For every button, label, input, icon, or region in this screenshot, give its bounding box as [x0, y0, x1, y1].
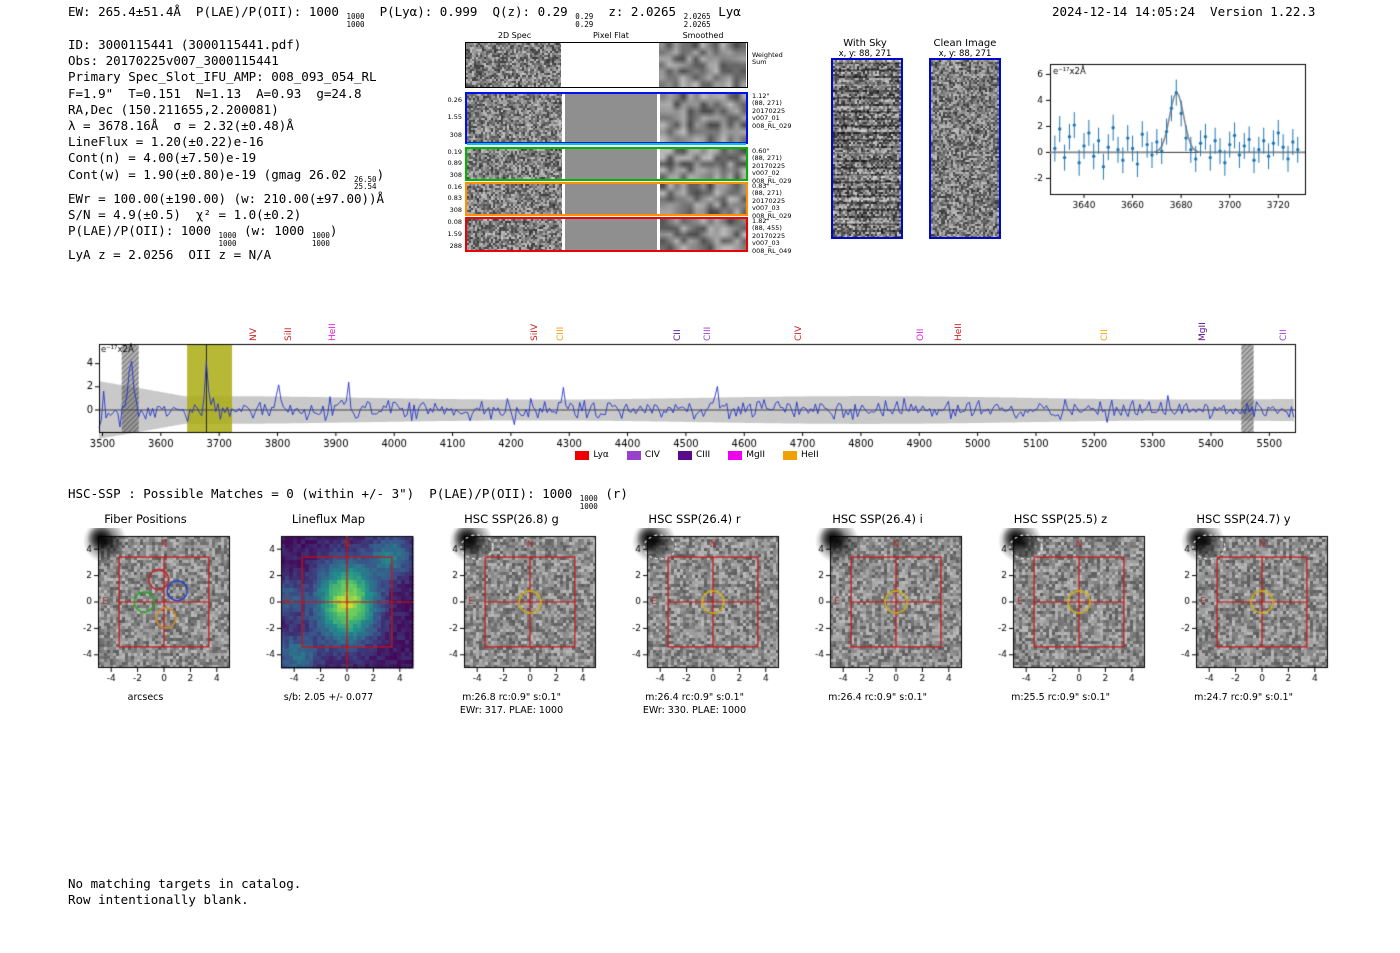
spec2d-cyan-marker	[467, 143, 746, 145]
panel-title-2: HSC SSP(26.8) g	[464, 512, 559, 526]
panel-canvas-3	[603, 528, 786, 690]
info-line-0: ID: 3000115441 (3000115441.pdf)	[68, 37, 302, 52]
legend-label: Lyα	[593, 450, 609, 460]
withsky-subtitle: x, y: 88, 271	[838, 49, 892, 59]
stacked-fraction: 1000 1000	[346, 12, 365, 29]
panel-canvas-6	[1152, 528, 1335, 690]
legend-swatch	[575, 450, 590, 460]
header-summary: EW: 265.4±51.4Å P(LAE)/P(OII): 1000 1000…	[68, 4, 741, 29]
panel-title-0: Fiber Positions	[104, 512, 187, 526]
spec2d-row-3-left-labels: 0.16 0.83 308	[447, 183, 462, 214]
legend-swatch	[782, 450, 797, 460]
stacked-fraction: 26.50 25.54	[353, 174, 377, 192]
stacked-fraction: 1000 1000	[579, 494, 598, 511]
panel-canvas-0	[54, 528, 237, 690]
legend-swatch	[626, 450, 641, 460]
withsky-image	[831, 58, 903, 239]
clean-subtitle: x, y: 88, 271	[938, 49, 992, 59]
panel-xlabel-0: arcsecs	[127, 692, 164, 703]
info-line-10: S/N = 4.9(±0.5) χ² = 1.0(±0.2)	[68, 206, 302, 222]
spec2d-row-1-left-labels: 0.26 1.55 308	[447, 96, 462, 139]
panel-caption-5-0: m:25.5 rc:0.9" s:0.1"	[1011, 692, 1110, 703]
panel-canvas-2	[420, 528, 603, 690]
spec2d-col-header-2dspec: 2D Spec	[497, 31, 532, 40]
spectrum-legend: Lyα CIV CIII MgII HeII	[99, 450, 1295, 460]
panel-caption-6-0: m:24.7 rc:0.9" s:0.1"	[1194, 692, 1293, 703]
info-line-3: F=1.9" T=0.151 N=1.13 A=0.93 g=24.8	[68, 85, 362, 101]
legend-label: CIII	[695, 450, 711, 460]
panel-title-6: HSC SSP(24.7) y	[1196, 512, 1291, 526]
panel-title-5: HSC SSP(25.5) z	[1013, 512, 1108, 526]
info-line-11: P(LAE)/P(OII): 1000 1000 1000 (w: 1000 10…	[68, 223, 338, 248]
info-line-9: EWr = 100.00(±190.00) (w: 210.00(±97.00)…	[68, 190, 385, 206]
spec2d-col-header-smoothed: Smoothed	[682, 31, 724, 40]
legend-item-lyα: Lyα	[575, 450, 609, 460]
panel-title-3: HSC SSP(26.4) r	[648, 512, 741, 526]
spec2d-row-0-right-labels: Weighted Sum	[752, 51, 783, 67]
spec2d-row-4-left-labels: 0.08 1.59 288	[447, 218, 462, 250]
info-line-5: λ = 3678.16Å σ = 2.32(±0.48)Å	[68, 118, 294, 134]
footer-note-2: Row intentionally blank.	[68, 892, 249, 907]
spec2d-row-4	[465, 217, 748, 252]
spec2d-row-1	[465, 92, 748, 144]
spec2d-row-2-left-labels: 0.19 0.89 308	[447, 148, 462, 179]
panel-canvas-5	[969, 528, 1152, 690]
info-line-2: Primary Spec_Slot_IFU_AMP: 008_093_054_R…	[68, 69, 377, 85]
info-block: ID: 3000115441 (3000115441.pdf) Obs: 2017…	[68, 37, 384, 263]
hsc-matches-line: HSC-SSP : Possible Matches = 0 (within +…	[68, 486, 628, 511]
info-line-12: LyA z = 2.0256 OII z = N/A	[68, 247, 272, 263]
spec2d-row-3-right-labels: 0.83" (88, 271) 20170225 v007_03 008_RL_029	[752, 182, 792, 220]
legend-swatch	[728, 450, 743, 460]
panel-caption-1-0: s/b: 2.05 +/- 0.077	[283, 692, 374, 703]
zoomed-emission-line-plot	[1000, 50, 1335, 230]
legend-item-civ: CIV	[626, 450, 660, 460]
info-line-7: Cont(n) = 4.00(±7.50)e-19	[68, 150, 257, 166]
panel-canvas-4	[786, 528, 969, 690]
panel-canvas-1	[237, 528, 420, 690]
info-line-8: Cont(w) = 1.90(±0.80)e-19 (gmag 26.02 26…	[68, 166, 385, 192]
spec2d-row-2	[465, 147, 748, 181]
legend-label: MgII	[746, 450, 765, 460]
clean-image	[929, 58, 1001, 239]
spec2d-row-3	[465, 182, 748, 216]
panel-title-4: HSC SSP(26.4) i	[832, 512, 923, 526]
spec2d-row-2-right-labels: 0.60" (88, 271) 20170225 v007_02 008_RL_029	[752, 147, 792, 185]
spec2d-row-0	[465, 42, 748, 88]
panel-caption-4-0: m:26.4 rc:0.9" s:0.1"	[828, 692, 927, 703]
panel-caption-2-1: EWr: 317. PLAE: 1000	[459, 705, 564, 716]
legend-label: CIV	[644, 450, 660, 460]
full-spectrum-plot	[86, 330, 1311, 455]
legend-item-ciii: CIII	[677, 450, 711, 460]
legend-label: HeII	[800, 450, 819, 460]
header-timestamp-version: 2024-12-14 14:05:24 Version 1.22.3	[1052, 4, 1316, 19]
stacked-fraction: 0.29 0.29	[575, 12, 594, 29]
stacked-fraction: 1000 1000	[311, 231, 330, 248]
withsky-title: With Sky	[843, 38, 887, 49]
panel-title-1: Lineflux Map	[291, 512, 366, 526]
clean-title: Clean Image	[933, 38, 997, 49]
info-line-4: RA,Dec (150.211655,2.200081)	[68, 101, 279, 117]
stacked-fraction: 1000 1000	[218, 231, 237, 248]
panel-caption-3-0: m:26.4 rc:0.9" s:0.1"	[645, 692, 744, 703]
info-line-1: Obs: 20170225v007_3000115441	[68, 53, 279, 69]
stacked-fraction: 2.0265 2.0265	[683, 12, 711, 29]
legend-item-heii: HeII	[782, 450, 819, 460]
panel-caption-3-1: EWr: 330. PLAE: 1000	[642, 705, 747, 716]
info-line-6: LineFlux = 1.20(±0.22)e-16	[68, 134, 264, 150]
spec2d-col-header-pixelflat: Pixel Flat	[593, 31, 629, 40]
panel-caption-2-0: m:26.8 rc:0.9" s:0.1"	[462, 692, 561, 703]
legend-swatch	[677, 450, 692, 460]
legend-item-mgii: MgII	[728, 450, 765, 460]
spec2d-row-4-right-labels: 1.82" (88, 455) 20170225 v007_03 008_RL_049	[752, 217, 792, 255]
spec2d-row-1-right-labels: 1.12" (88, 271) 20170225 v007_01 008_RL_029	[752, 92, 792, 130]
footer-note-1: No matching targets in catalog.	[68, 876, 302, 891]
